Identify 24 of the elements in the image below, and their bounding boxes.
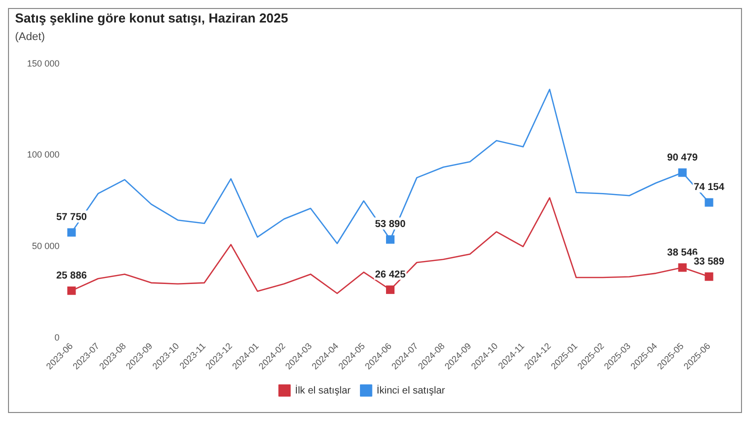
point	[704, 198, 714, 207]
y-tick-label: 100 000	[26, 150, 60, 160]
point	[67, 228, 76, 237]
data-label: 26 425	[374, 269, 406, 280]
point	[704, 272, 714, 281]
point	[67, 286, 76, 295]
legend-label: İlk el satışlar	[295, 384, 352, 396]
y-tick-label: 50 000	[32, 241, 60, 252]
point	[386, 235, 395, 244]
data-label: 57 750	[56, 212, 88, 224]
legend-label: İkinci el satışlar	[376, 384, 446, 396]
chart-subtitle: (Adet)	[15, 31, 45, 44]
point	[678, 168, 687, 177]
y-tick-label: 0	[54, 332, 60, 342]
chart-title: Satış şekline göre konut satışı, Haziran 2025	[15, 10, 288, 26]
data-label: 74 154	[694, 182, 725, 194]
data-label: 38 546	[667, 247, 698, 258]
point	[678, 263, 687, 272]
data-label: 90 479	[667, 152, 698, 164]
point	[386, 285, 395, 294]
data-label: 25 886	[56, 270, 88, 282]
data-label: 33 589	[694, 256, 725, 268]
y-tick-label: 150 000	[26, 58, 60, 68]
data-label: 53 890	[374, 219, 406, 230]
